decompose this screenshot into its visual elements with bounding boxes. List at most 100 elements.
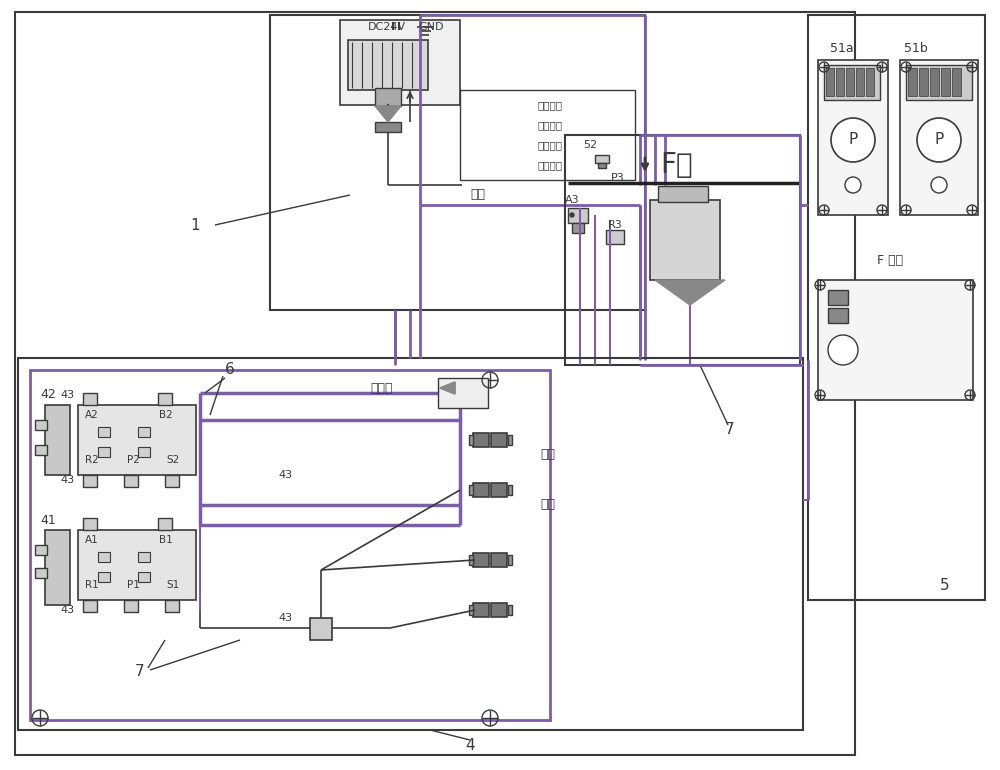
Text: 52: 52 <box>583 140 597 150</box>
Text: B2: B2 <box>159 410 173 420</box>
Bar <box>508 605 512 615</box>
Bar <box>45 530 70 605</box>
Bar <box>828 290 848 305</box>
Polygon shape <box>440 382 455 394</box>
Text: S2: S2 <box>166 455 180 465</box>
Circle shape <box>917 118 961 162</box>
Text: 51a: 51a <box>830 42 854 55</box>
Bar <box>491 603 507 617</box>
Text: 气路: 气路 <box>540 448 555 461</box>
Bar <box>846 68 854 96</box>
Bar <box>98 447 110 457</box>
Bar <box>808 15 985 600</box>
Bar <box>508 555 512 565</box>
Bar <box>78 405 196 475</box>
Text: 制动信号: 制动信号 <box>538 100 562 110</box>
Circle shape <box>828 335 858 365</box>
Bar <box>952 68 961 96</box>
Text: P1: P1 <box>127 580 139 590</box>
Bar <box>83 393 97 405</box>
Text: 交换信号: 交换信号 <box>538 160 562 170</box>
Bar <box>270 15 645 310</box>
Bar <box>930 68 939 96</box>
Text: 5: 5 <box>940 578 950 592</box>
Text: 7: 7 <box>725 423 735 437</box>
Text: 43: 43 <box>60 390 74 400</box>
Circle shape <box>931 177 947 193</box>
Bar <box>138 552 150 562</box>
Text: S1: S1 <box>166 580 180 590</box>
Circle shape <box>570 213 574 217</box>
Bar <box>165 475 179 487</box>
Text: 7: 7 <box>135 665 145 679</box>
Bar <box>124 600 138 612</box>
Bar <box>469 485 473 495</box>
Text: P: P <box>934 132 944 148</box>
Bar <box>568 208 588 223</box>
Bar <box>438 378 488 408</box>
Bar <box>340 20 460 105</box>
Text: 41: 41 <box>40 514 56 527</box>
Text: F向: F向 <box>660 151 693 179</box>
Bar <box>375 122 401 132</box>
Bar <box>35 545 47 555</box>
Bar <box>98 427 110 437</box>
Text: 开门信号: 开门信号 <box>538 140 562 150</box>
Text: A2: A2 <box>85 410 99 420</box>
Bar <box>469 435 473 445</box>
Bar <box>565 135 800 365</box>
Bar <box>606 230 624 244</box>
Text: 43: 43 <box>278 470 292 480</box>
Bar <box>375 88 401 106</box>
Bar <box>138 427 150 437</box>
Text: P3: P3 <box>611 173 625 183</box>
Text: P2: P2 <box>127 455 139 465</box>
Bar <box>473 603 489 617</box>
Text: 气路: 气路 <box>540 498 555 511</box>
Text: 51b: 51b <box>904 42 928 55</box>
Bar <box>30 370 550 720</box>
Text: 43: 43 <box>278 613 292 623</box>
Bar <box>469 605 473 615</box>
Bar <box>818 280 973 400</box>
Text: 电路: 电路 <box>470 189 485 202</box>
Text: R3: R3 <box>608 220 622 230</box>
Bar <box>856 68 864 96</box>
Bar <box>15 12 855 755</box>
Text: R1: R1 <box>85 580 99 590</box>
Bar <box>83 518 97 530</box>
Text: F 向图: F 向图 <box>877 253 903 266</box>
Text: 电线束: 电线束 <box>370 381 392 394</box>
Bar <box>473 553 489 567</box>
Bar <box>35 445 47 455</box>
Polygon shape <box>440 382 455 394</box>
Bar <box>469 555 473 565</box>
Bar <box>658 186 708 202</box>
Bar <box>508 435 512 445</box>
Bar <box>491 483 507 497</box>
Bar <box>138 572 150 582</box>
Bar <box>348 40 428 90</box>
Text: 1: 1 <box>190 217 200 233</box>
Bar <box>473 483 489 497</box>
Bar <box>83 600 97 612</box>
Text: 43: 43 <box>60 605 74 615</box>
Bar <box>508 485 512 495</box>
Bar <box>826 68 834 96</box>
Text: A3: A3 <box>565 195 579 205</box>
Bar <box>310 618 332 640</box>
Text: P: P <box>848 132 858 148</box>
Bar <box>818 60 888 215</box>
Text: 输入信号: 输入信号 <box>538 120 562 130</box>
Bar <box>158 393 172 405</box>
Bar <box>473 433 489 447</box>
Bar <box>906 65 972 100</box>
Bar <box>98 572 110 582</box>
Text: R2: R2 <box>85 455 99 465</box>
Polygon shape <box>655 280 725 305</box>
Bar <box>45 405 70 475</box>
Bar <box>919 68 928 96</box>
Bar <box>491 433 507 447</box>
Bar <box>18 358 803 730</box>
Circle shape <box>831 118 875 162</box>
